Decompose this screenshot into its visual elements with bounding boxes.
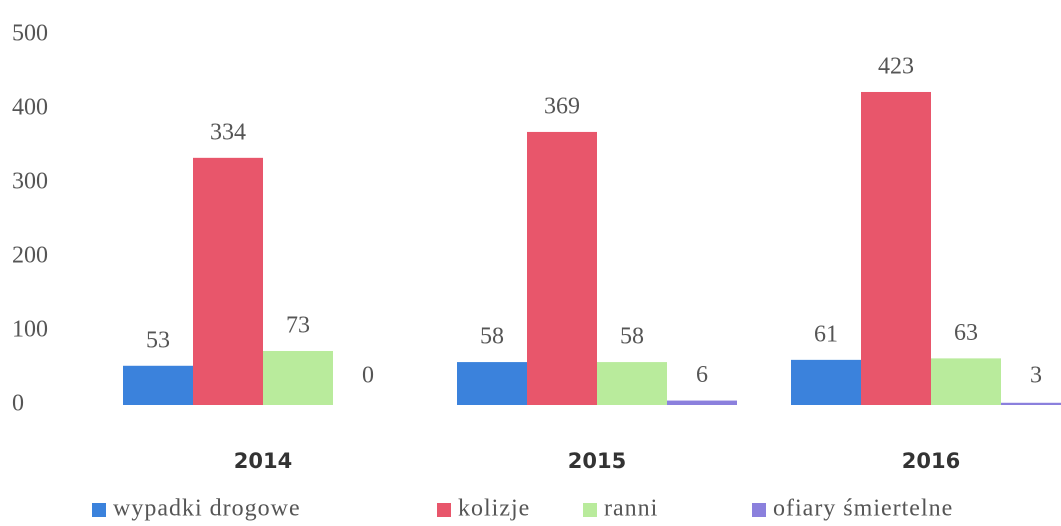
- data-label: 369: [544, 93, 580, 119]
- bar: [193, 157, 263, 405]
- bar: [931, 358, 1001, 405]
- data-label: 423: [878, 53, 914, 79]
- bar: [791, 359, 861, 405]
- legend-marker: [583, 503, 597, 517]
- bar: [123, 365, 193, 405]
- data-label: 0: [362, 363, 374, 389]
- bar: [667, 400, 737, 405]
- legend-label: wypadki drogowe: [113, 496, 301, 522]
- y-tick-label: 300: [12, 169, 48, 195]
- y-tick-label: 200: [12, 243, 48, 269]
- x-tick-label: 2014: [234, 449, 292, 473]
- data-label: 3: [1030, 363, 1042, 389]
- bar: [597, 362, 667, 405]
- y-tick-label: 100: [12, 317, 48, 343]
- data-label: 58: [480, 324, 504, 350]
- legend-label: ofiary śmiertelne: [773, 496, 953, 522]
- data-label: 6: [696, 362, 708, 388]
- bar: [861, 91, 931, 405]
- data-label: 61: [814, 321, 838, 347]
- data-label: 58: [620, 324, 644, 350]
- x-tick-label: 2015: [568, 449, 626, 473]
- bar: [263, 350, 333, 405]
- x-tick-label: 2016: [902, 449, 960, 473]
- y-tick-label: 0: [12, 391, 24, 417]
- data-label: 53: [146, 327, 170, 353]
- legend-marker: [92, 503, 106, 517]
- data-label: 63: [954, 320, 978, 346]
- bar: [527, 131, 597, 405]
- y-tick-label: 500: [12, 21, 48, 47]
- legend-marker: [437, 503, 451, 517]
- legend-label: ranni: [604, 496, 658, 522]
- legend-label: kolizje: [458, 496, 530, 522]
- y-tick-label: 400: [12, 95, 48, 121]
- bar: [457, 362, 527, 405]
- legend-marker: [752, 503, 766, 517]
- data-label: 334: [210, 119, 246, 145]
- data-label: 73: [286, 312, 310, 338]
- bar: [1001, 402, 1061, 405]
